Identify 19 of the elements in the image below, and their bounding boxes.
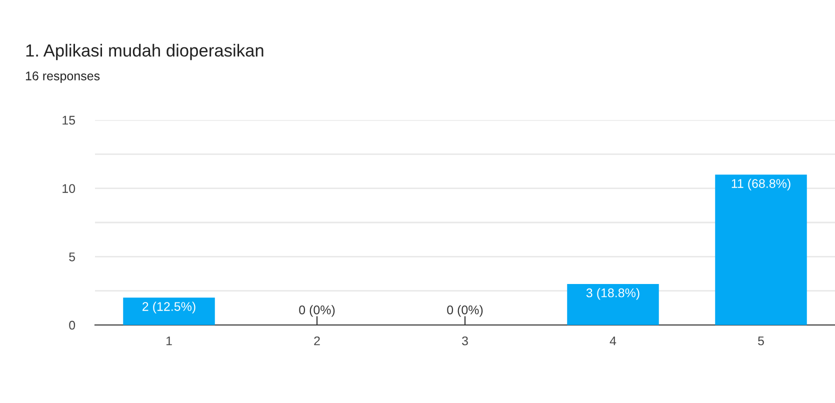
bar xyxy=(715,174,807,325)
x-tick-label: 4 xyxy=(610,336,616,346)
x-tick-label: 1 xyxy=(166,336,172,346)
y-tick-label: 15 xyxy=(62,116,76,125)
y-tick-label: 0 xyxy=(69,320,76,330)
y-tick-label: 10 xyxy=(62,184,76,193)
chart-title: 1. Aplikasi mudah dioperasikan xyxy=(26,44,264,60)
data-label: 2 (12.5%) xyxy=(142,302,196,314)
bar xyxy=(567,284,659,325)
chart-subtitle: 16 responses xyxy=(26,72,100,83)
bar xyxy=(123,298,215,325)
x-tick-label: 2 xyxy=(314,336,320,346)
data-label: 0 (0%) xyxy=(299,305,335,317)
data-label: 3 (18.8%) xyxy=(586,288,640,300)
x-tick-label: 5 xyxy=(758,336,764,346)
y-tick-label: 5 xyxy=(69,252,76,262)
data-label: 0 (0%) xyxy=(447,305,483,317)
data-label: 11 (68.8%) xyxy=(732,178,790,190)
x-tick-label: 3 xyxy=(462,336,468,346)
